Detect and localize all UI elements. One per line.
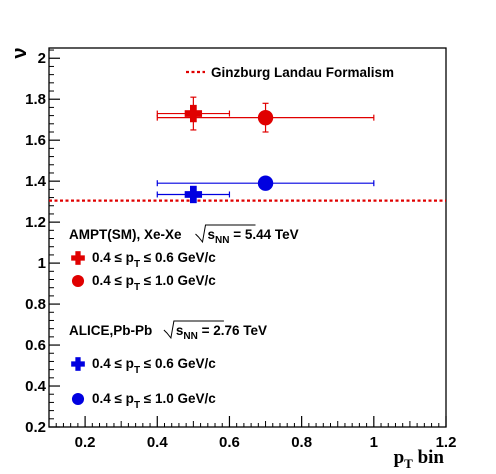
circle-marker (257, 109, 274, 126)
y-tick-label: 0.8 (25, 296, 46, 313)
data-point (156, 185, 231, 204)
y-tick-label: 2 (38, 50, 46, 67)
x-tick-label: 0.8 (291, 434, 312, 451)
legend-entry-post: ≤ 1.0 GeV/c (140, 273, 216, 288)
legend-entry-sub: T (134, 282, 140, 293)
plot-frame (48, 47, 447, 428)
legend-entry-label: 0.4 ≤ pT ≤ 0.6 GeV/c (92, 356, 216, 376)
x-tick-label: 1.2 (436, 434, 457, 451)
legend-entry-post: ≤ 0.6 GeV/c (140, 250, 216, 265)
energy-symbol: s (176, 323, 184, 338)
cross-marker-v (190, 185, 197, 204)
legend-entry-post: ≤ 1.0 GeV/c (140, 391, 216, 406)
group-header: ALICE,Pb-Pb (69, 323, 152, 338)
y-tick-label: 0.4 (25, 378, 47, 395)
legend: Ginzburg Landau Formalism AMPT(SM), Xe-Xe… (69, 65, 394, 411)
energy-symbol: s (208, 227, 216, 242)
y-tick-label: 1.2 (25, 214, 46, 231)
legend-entry-pre: 0.4 ≤ p (92, 356, 134, 371)
legend-label-ginzburg-landau: Ginzburg Landau Formalism (211, 65, 394, 80)
energy-value: = 2.76 TeV (198, 323, 267, 338)
x-tick-label: 0.6 (219, 434, 240, 451)
x-axis-label-sub: T (404, 456, 413, 471)
y-tick-label: 1.6 (25, 132, 46, 149)
energy-subscript: NN (215, 235, 229, 246)
circle-marker (71, 392, 85, 406)
legend-entry-label: 0.4 ≤ pT ≤ 0.6 GeV/c (92, 250, 216, 270)
legend-entry-sub: T (134, 400, 140, 411)
legend-entry-pre: 0.4 ≤ p (92, 391, 134, 406)
y-tick-label: 1.8 (25, 91, 46, 108)
legend-entry-pre: 0.4 ≤ p (92, 273, 134, 288)
cross-marker-v (75, 251, 81, 265)
energy-subscript: NN (183, 331, 197, 342)
legend-entry-sub: T (134, 365, 140, 376)
y-tick-label: 1 (38, 255, 46, 272)
data-point (156, 96, 231, 131)
y-tick-label: 1.4 (25, 173, 47, 190)
group-header-name: ALICE,Pb-Pb (69, 323, 152, 338)
cross-marker-v (75, 357, 81, 371)
x-tick-label: 0.2 (75, 434, 96, 451)
energy-value: = 5.44 TeV (229, 227, 298, 242)
x-tick-label: 0.4 (147, 434, 169, 451)
data-point (156, 175, 375, 191)
legend-entry-label: 0.4 ≤ pT ≤ 1.0 GeV/c (92, 391, 216, 411)
cross-marker-v (190, 104, 197, 123)
legend-entry-post: ≤ 0.6 GeV/c (140, 356, 216, 371)
circle-marker (257, 175, 274, 191)
y-tick-label: 0.2 (25, 419, 46, 436)
x-axis-label-main: p (394, 447, 405, 468)
data-point (156, 102, 375, 133)
x-axis-label-rest: bin (413, 447, 445, 468)
group-header-name: AMPT(SM), Xe-Xe (69, 227, 182, 242)
axes: 0.2 0.4 0.6 0.8 1 1.2 0.2 0.4 0.6 0.8 1 1.2 1.4 1.6 1.… (25, 49, 457, 451)
group-header: AMPT(SM), Xe-Xe (69, 227, 182, 242)
legend-entry-pre: 0.4 ≤ p (92, 250, 134, 265)
sqrt-sign (163, 320, 224, 340)
sqrt-sign (195, 224, 256, 244)
axis-labels: νpT bin (9, 47, 444, 471)
y-axis-label: ν (9, 47, 31, 58)
group-energy: sNN = 2.76 TeV (176, 323, 267, 342)
y-tick-label: 0.6 (25, 337, 46, 354)
x-tick-label: 1 (370, 434, 378, 451)
data-points (156, 96, 375, 204)
legend-entry-label: 0.4 ≤ pT ≤ 1.0 GeV/c (92, 273, 216, 293)
legend-entry-sub: T (134, 259, 140, 270)
group-energy: sNN = 5.44 TeV (208, 227, 299, 246)
circle-marker (71, 274, 85, 288)
x-axis-label: pT bin (394, 447, 445, 471)
